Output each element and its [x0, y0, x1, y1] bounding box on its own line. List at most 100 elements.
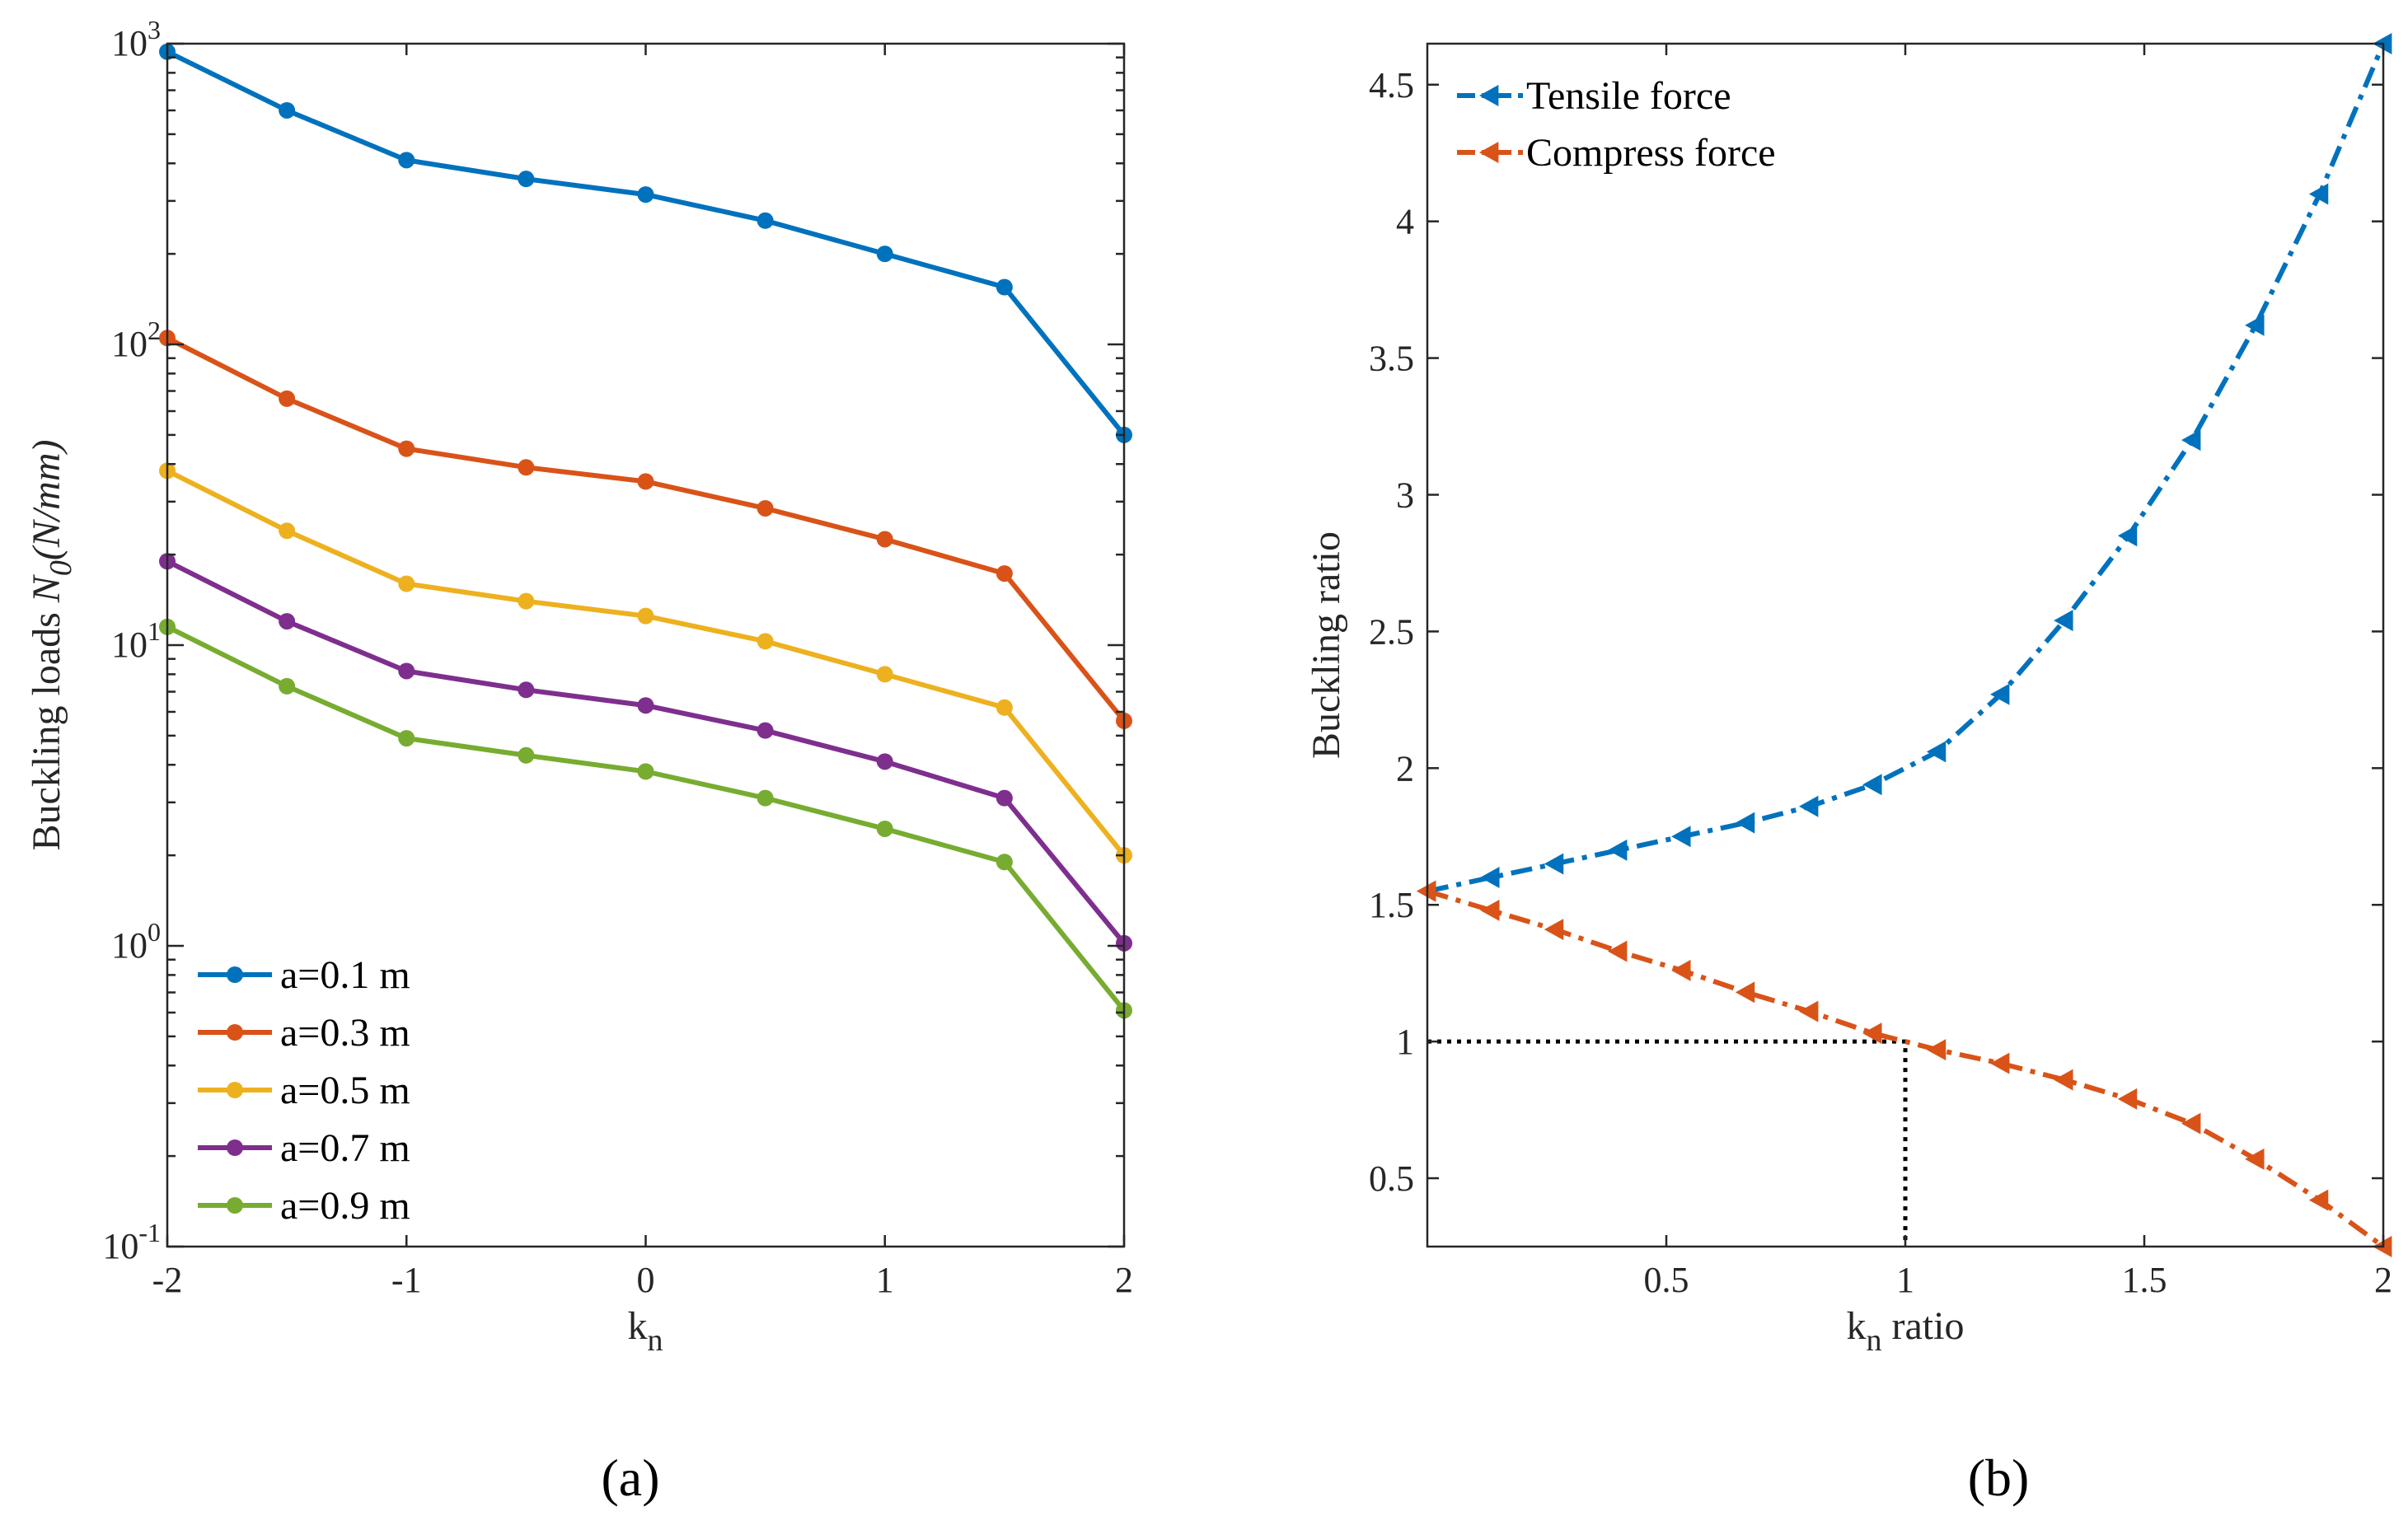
chart-a-legend-label-a-0-3-m: a=0.3 m — [280, 1011, 410, 1055]
chart-a-y-tick-label: 102 — [111, 316, 161, 364]
chart-b-point-compress-force — [1926, 1039, 1947, 1061]
chart-a-point-a-0-7-m — [996, 789, 1013, 807]
chart-a-point-a-0-5-m — [279, 522, 296, 540]
chart-a-legend: a=0.1 m a=0.3 m a=0.5 m a=0.7 m a=0.9 m — [185, 947, 433, 1232]
chart-b-x-tick-label: 1.5 — [2122, 1260, 2167, 1300]
chart-b-legend-marker-compress-force — [1479, 142, 1499, 163]
chart-b-point-compress-force — [1799, 1000, 1819, 1022]
chart-a-legend-label-a-0-5-m: a=0.5 m — [280, 1069, 410, 1112]
chart-a-point-a-0-5-m — [876, 666, 893, 683]
chart-b-point-tensile-force — [1990, 683, 2010, 705]
chart-b-legend: Tensile force Compress force — [1444, 62, 1839, 194]
chart-b-y-axis-label: Buckling ratio — [1305, 531, 1348, 759]
chart-b-point-compress-force — [1735, 981, 1755, 1004]
chart-a-point-a-0-5-m — [518, 592, 535, 610]
chart-a-legend-label-a-0-7-m: a=0.7 m — [280, 1126, 410, 1170]
chart-b-y-tick-label: 4.5 — [1369, 65, 1414, 105]
chart-b-legend-label-tensile-force: Tensile force — [1526, 74, 1731, 118]
chart-b-point-tensile-force — [1926, 741, 1947, 763]
chart-b-y-tick-label: 3.5 — [1369, 339, 1414, 379]
chart-b: 0.5 1 1.5 2 0.5 1 1.5 2 2.5 3 3.5 4 4.5 kn ratio Bu… — [1305, 33, 2392, 1507]
chart-a-point-a-0-9-m — [279, 677, 296, 695]
chart-a-legend-label-a-0-1-m: a=0.1 m — [280, 953, 410, 997]
chart-a-point-a-0-1-m — [518, 171, 535, 188]
chart-a-point-a-0-7-m — [518, 681, 535, 699]
chart-a-point-a-0-3-m — [518, 459, 535, 476]
chart-b-y-tick-label: 4 — [1396, 202, 1414, 242]
chart-b-point-compress-force — [1990, 1052, 2010, 1074]
chart-b-point-tensile-force — [1799, 795, 1819, 817]
chart-a-legend-label-a-0-9-m: a=0.9 m — [280, 1184, 410, 1228]
chart-a: -2 -1 0 1 2 103 102 101 100 10-1 kn Buckling loa… — [25, 15, 1133, 1507]
chart-b-point-compress-force — [1608, 940, 1628, 962]
chart-a-point-a-0-3-m — [996, 565, 1013, 583]
chart-b-point-tensile-force — [1862, 774, 1882, 796]
chart-a-point-a-0-9-m — [518, 746, 535, 764]
chart-b-point-compress-force — [1544, 919, 1564, 941]
chart-a-point-a-0-1-m — [876, 246, 893, 263]
chart-b-x-tick-label: 2 — [2374, 1260, 2392, 1300]
chart-a-legend-marker-a-0-5-m — [227, 1082, 243, 1098]
chart-a-point-a-0-9-m — [996, 854, 1013, 871]
chart-a-y-tick-label: 101 — [111, 616, 161, 665]
chart-a-point-a-0-1-m — [637, 186, 654, 204]
chart-b-point-compress-force — [2245, 1148, 2265, 1170]
chart-b-point-tensile-force — [2308, 183, 2329, 205]
chart-a-y-axis-label: Buckling loads N0(N/mm) — [25, 440, 78, 851]
chart-a-legend-marker-a-0-7-m — [227, 1139, 243, 1156]
chart-a-point-a-0-9-m — [398, 730, 415, 747]
chart-a-point-a-0-7-m — [279, 613, 296, 630]
chart-a-point-a-0-7-m — [757, 722, 774, 739]
chart-b-series-line-compress-force — [1427, 888, 2385, 1249]
chart-b-point-compress-force — [1862, 1022, 1882, 1045]
chart-a-point-a-0-7-m — [637, 697, 654, 714]
chart-b-point-tensile-force — [1544, 853, 1564, 875]
chart-a-point-a-0-1-m — [757, 212, 774, 229]
chart-b-y-tick-label: 2.5 — [1369, 611, 1414, 652]
chart-b-point-tensile-force — [1480, 867, 1500, 889]
chart-b-y-tick-label: 1 — [1396, 1022, 1414, 1062]
chart-a-point-a-0-1-m — [996, 278, 1013, 296]
chart-b-point-tensile-force — [2181, 429, 2201, 452]
chart-a-x-tick-label: 1 — [876, 1260, 894, 1300]
chart-b-point-tensile-force — [2054, 610, 2073, 632]
chart-a-y-tick-label: 10-1 — [102, 1218, 161, 1266]
chart-a-point-a-0-1-m — [279, 101, 296, 119]
chart-a-point-a-0-9-m — [757, 789, 774, 807]
chart-b-legend-label-compress-force: Compress force — [1526, 131, 1776, 175]
chart-b-point-compress-force — [2308, 1189, 2329, 1211]
chart-a-x-tick-label: -1 — [391, 1260, 422, 1300]
chart-b-point-compress-force — [2117, 1088, 2138, 1110]
chart-a-point-a-0-3-m — [757, 499, 774, 517]
chart-a-point-a-0-1-m — [398, 152, 415, 169]
chart-a-point-a-0-5-m — [757, 633, 774, 650]
chart-a-point-a-0-3-m — [637, 473, 654, 490]
chart-a-point-a-0-9-m — [637, 763, 654, 780]
chart-b-x-axis-label: kn ratio — [1847, 1304, 1965, 1358]
chart-a-legend-marker-a-0-1-m — [227, 966, 243, 983]
chart-b-y-tick-label: 0.5 — [1369, 1158, 1414, 1199]
chart-a-point-a-0-7-m — [398, 662, 415, 680]
chart-b-point-compress-force — [2181, 1112, 2201, 1135]
chart-b-legend-box — [1444, 62, 1839, 194]
chart-b-plot-area — [1427, 44, 2383, 1247]
chart-b-y-tick-label: 1.5 — [1369, 885, 1414, 925]
chart-b-point-tensile-force — [2245, 314, 2265, 336]
chart-a-legend-marker-a-0-3-m — [227, 1024, 243, 1041]
chart-b-series-line-tensile-force — [1427, 42, 2386, 894]
chart-a-point-a-0-5-m — [996, 699, 1013, 716]
chart-a-x-axis-label: kn — [628, 1304, 663, 1358]
chart-a-y-tick-label: 100 — [111, 917, 161, 966]
chart-a-point-a-0-5-m — [398, 575, 415, 592]
chart-b-point-tensile-force — [2117, 525, 2138, 547]
chart-a-point-a-0-9-m — [876, 820, 893, 837]
chart-b-point-tensile-force — [1735, 812, 1755, 834]
chart-b-point-compress-force — [1671, 959, 1691, 981]
chart-b-y-tick-label: 2 — [1396, 748, 1414, 788]
chart-b-point-compress-force — [2054, 1069, 2073, 1091]
chart-b-point-compress-force — [1417, 880, 1436, 902]
chart-a-point-a-0-3-m — [398, 440, 415, 457]
chart-a-y-tick-label: 103 — [111, 15, 161, 63]
panel-label-b: (b) — [1968, 1448, 2030, 1507]
